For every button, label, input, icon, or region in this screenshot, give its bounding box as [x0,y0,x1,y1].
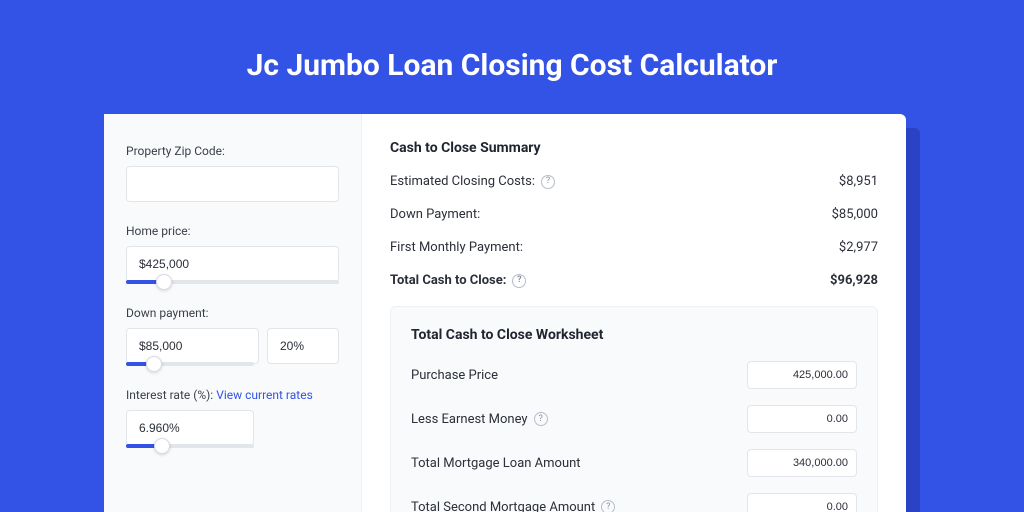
worksheet-label-mortgage-amount: Total Mortgage Loan Amount [411,456,581,471]
stage: Jc Jumbo Loan Closing Cost Calculator Pr… [0,0,1024,512]
interest-rate-input[interactable] [126,410,254,446]
summary-row-down-payment: Down Payment: $85,000 [390,207,878,222]
worksheet-input-earnest-money[interactable] [747,405,857,433]
help-icon[interactable]: ? [534,412,548,426]
down-payment-slider[interactable] [126,362,254,366]
worksheet-label-second-mortgage: Total Second Mortgage Amount [411,500,595,512]
help-icon[interactable]: ? [512,274,526,288]
home-price-slider-thumb[interactable] [156,274,172,290]
worksheet-title: Total Cash to Close Worksheet [411,327,857,343]
summary-label-total-cash: Total Cash to Close: [390,273,506,288]
summary-row-first-monthly: First Monthly Payment: $2,977 [390,240,878,255]
interest-rate-slider[interactable] [126,444,254,448]
zip-input[interactable] [126,166,339,202]
worksheet-card: Total Cash to Close Worksheet Purchase P… [390,306,878,512]
zip-label: Property Zip Code: [126,144,339,158]
summary-title: Cash to Close Summary [390,140,878,156]
zip-field: Property Zip Code: [126,144,339,202]
worksheet-row-purchase-price: Purchase Price [411,361,857,389]
summary-label-first-monthly: First Monthly Payment: [390,240,523,255]
help-icon[interactable]: ? [601,500,615,512]
worksheet-label-earnest-money: Less Earnest Money [411,412,528,427]
worksheet-row-earnest-money: Less Earnest Money ? [411,405,857,433]
summary-panel: Cash to Close Summary Estimated Closing … [362,114,906,512]
summary-row-closing-costs: Estimated Closing Costs: ? $8,951 [390,174,878,189]
view-rates-link[interactable]: View current rates [216,388,313,402]
interest-rate-field: Interest rate (%): View current rates [126,388,339,448]
summary-value-total-cash: $96,928 [830,273,878,288]
calculator-card: Property Zip Code: Home price: Down paym… [104,114,906,512]
summary-value-closing-costs: $8,951 [839,174,878,189]
home-price-slider[interactable] [126,280,339,284]
down-payment-slider-thumb[interactable] [146,356,162,372]
inputs-panel: Property Zip Code: Home price: Down paym… [104,114,362,512]
worksheet-input-mortgage-amount[interactable] [747,449,857,477]
home-price-field: Home price: [126,224,339,284]
summary-row-total-cash: Total Cash to Close: ? $96,928 [390,273,878,288]
interest-rate-label-text: Interest rate (%): [126,388,213,402]
down-payment-input[interactable] [126,328,259,364]
summary-value-down-payment: $85,000 [832,207,878,222]
worksheet-row-mortgage-amount: Total Mortgage Loan Amount [411,449,857,477]
worksheet-row-second-mortgage: Total Second Mortgage Amount ? [411,493,857,512]
down-payment-pct-input[interactable] [267,328,339,364]
summary-label-closing-costs: Estimated Closing Costs: [390,174,535,189]
worksheet-label-purchase-price: Purchase Price [411,368,498,383]
page-title: Jc Jumbo Loan Closing Cost Calculator [0,0,1024,83]
down-payment-label: Down payment: [126,306,339,320]
summary-value-first-monthly: $2,977 [839,240,878,255]
home-price-label: Home price: [126,224,339,238]
interest-rate-slider-thumb[interactable] [154,438,170,454]
help-icon[interactable]: ? [541,175,555,189]
down-payment-field: Down payment: [126,306,339,366]
worksheet-input-second-mortgage[interactable] [747,493,857,512]
summary-label-down-payment: Down Payment: [390,207,480,222]
worksheet-input-purchase-price[interactable] [747,361,857,389]
interest-rate-label: Interest rate (%): View current rates [126,388,339,402]
